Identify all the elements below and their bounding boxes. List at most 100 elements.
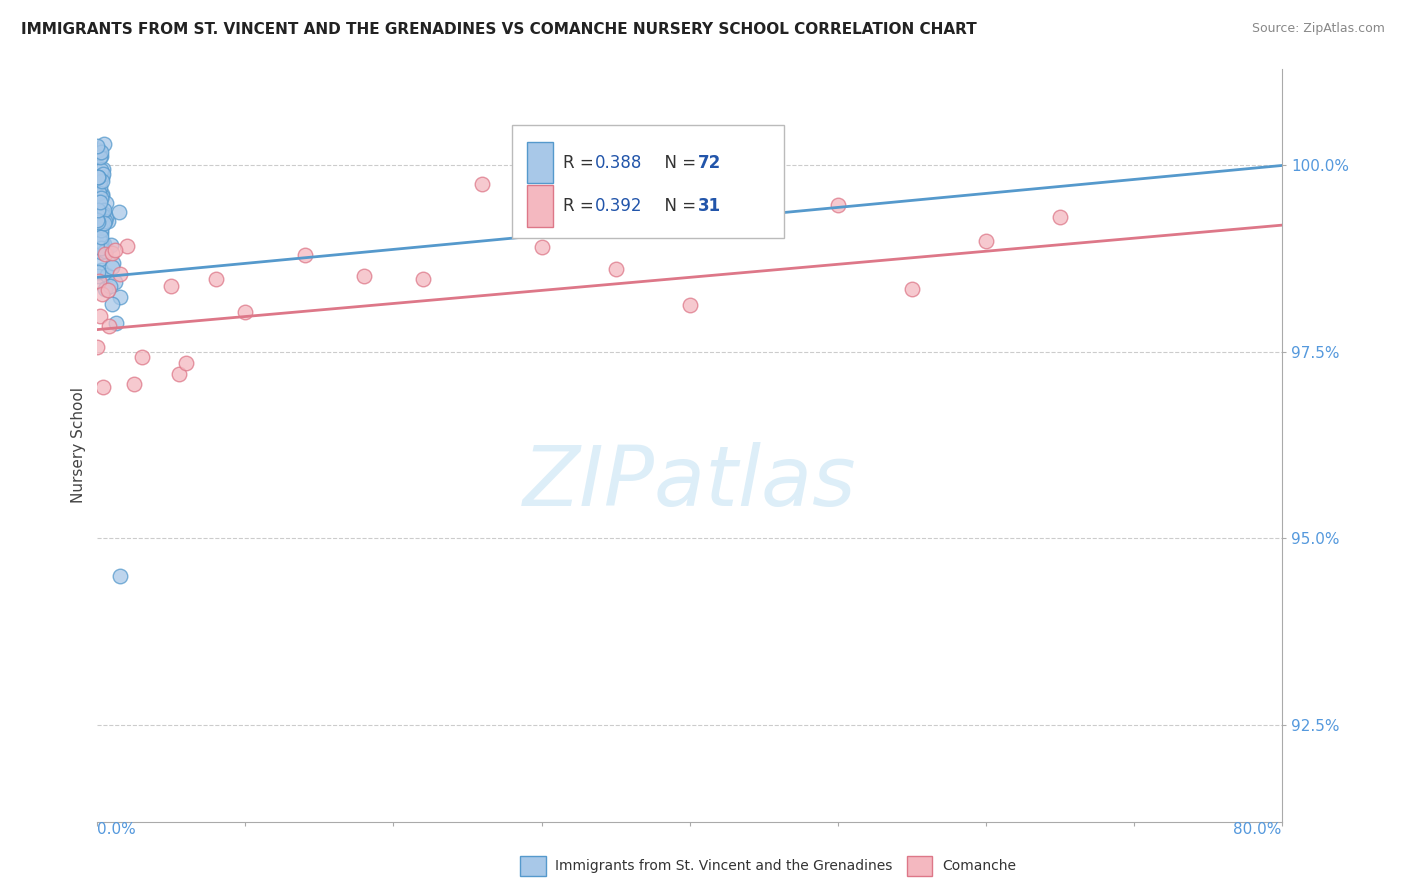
Text: 0.0%: 0.0%	[97, 822, 136, 837]
Point	[87, 209, 110, 223]
Point	[86, 214, 108, 228]
Text: 31: 31	[697, 197, 721, 215]
Y-axis label: Nursery School: Nursery School	[72, 387, 86, 503]
Point	[91, 161, 114, 176]
Point	[294, 248, 316, 262]
Point	[605, 261, 627, 276]
Point	[93, 137, 115, 152]
Text: ZIPatlas: ZIPatlas	[523, 442, 856, 524]
Text: IMMIGRANTS FROM ST. VINCENT AND THE GRENADINES VS COMANCHE NURSERY SCHOOL CORREL: IMMIGRANTS FROM ST. VINCENT AND THE GREN…	[21, 22, 977, 37]
Point	[90, 169, 112, 184]
Point	[174, 356, 197, 370]
Text: 0.388: 0.388	[595, 153, 643, 171]
Point	[974, 234, 997, 248]
Point	[86, 212, 108, 227]
Text: Immigrants from St. Vincent and the Grenadines: Immigrants from St. Vincent and the Gren…	[555, 859, 893, 873]
FancyBboxPatch shape	[512, 125, 785, 238]
Point	[104, 316, 127, 330]
Point	[98, 279, 121, 293]
Point	[103, 255, 125, 269]
Point	[900, 283, 922, 297]
Point	[412, 272, 434, 286]
Point	[97, 283, 120, 297]
Point	[104, 244, 127, 258]
Point	[94, 195, 117, 210]
Point	[353, 269, 375, 284]
Point	[90, 234, 112, 248]
Point	[167, 368, 190, 382]
Point	[90, 235, 112, 250]
Point	[90, 287, 112, 301]
Point	[94, 282, 117, 296]
Point	[94, 211, 117, 225]
Point	[89, 194, 111, 209]
Point	[89, 252, 111, 266]
Point	[115, 239, 138, 253]
Point	[89, 215, 111, 229]
Point	[87, 274, 110, 288]
Point	[89, 241, 111, 255]
Point	[235, 305, 257, 319]
Point	[1049, 210, 1071, 224]
Point	[89, 310, 111, 324]
Point	[204, 271, 226, 285]
Text: R =: R =	[562, 153, 599, 171]
Point	[87, 186, 110, 200]
Point	[96, 244, 118, 258]
Point	[90, 174, 112, 188]
Point	[100, 260, 122, 275]
Point	[94, 247, 117, 261]
Point	[90, 226, 112, 240]
Point	[108, 205, 131, 219]
Point	[90, 220, 112, 235]
Point	[108, 290, 131, 304]
Text: 80.0%: 80.0%	[1233, 822, 1282, 837]
Point	[93, 203, 115, 218]
Text: N =: N =	[654, 197, 702, 215]
Point	[87, 265, 110, 279]
Text: 0.392: 0.392	[595, 197, 643, 215]
Point	[89, 206, 111, 220]
Point	[87, 236, 110, 251]
Text: R =: R =	[562, 197, 599, 215]
Point	[87, 145, 110, 160]
Point	[89, 145, 111, 159]
Point	[94, 208, 117, 222]
Point	[678, 298, 700, 312]
Point	[93, 207, 115, 221]
Point	[86, 143, 108, 157]
Point	[90, 245, 112, 260]
Point	[96, 268, 118, 282]
Point	[87, 209, 110, 223]
Point	[752, 194, 775, 208]
Point	[93, 216, 115, 230]
Point	[90, 191, 112, 205]
Point	[90, 162, 112, 177]
Point	[90, 149, 112, 163]
Point	[87, 202, 110, 217]
Point	[100, 238, 122, 252]
Point	[101, 246, 124, 260]
Point	[86, 170, 108, 185]
Point	[87, 268, 110, 283]
Point	[131, 351, 153, 365]
Point	[91, 217, 114, 231]
Point	[124, 376, 146, 391]
Point	[104, 275, 127, 289]
Point	[87, 169, 110, 184]
Point	[108, 568, 131, 582]
Point	[98, 319, 121, 334]
Point	[87, 202, 110, 217]
Point	[89, 174, 111, 188]
Point	[100, 297, 122, 311]
Point	[91, 167, 114, 181]
Point	[90, 223, 112, 237]
Point	[90, 208, 112, 222]
Point	[160, 279, 183, 293]
Point	[87, 189, 110, 203]
Point	[90, 263, 112, 277]
Point	[89, 150, 111, 164]
Text: Source: ZipAtlas.com: Source: ZipAtlas.com	[1251, 22, 1385, 36]
Text: Comanche: Comanche	[942, 859, 1017, 873]
FancyBboxPatch shape	[527, 142, 554, 183]
